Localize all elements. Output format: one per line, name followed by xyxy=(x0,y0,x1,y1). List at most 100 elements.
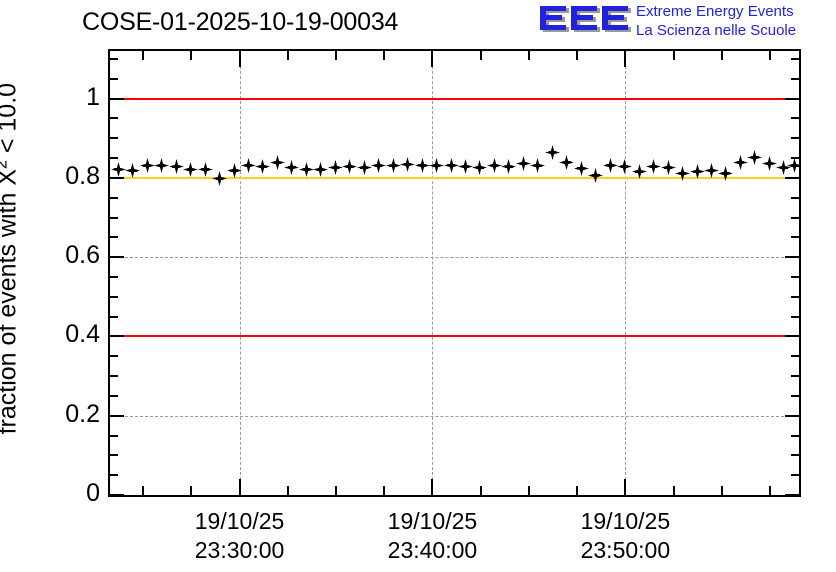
eee-logo-line2: La Scienza nelle Scuole xyxy=(636,22,797,39)
eee-logo-mark-icon xyxy=(538,4,632,38)
y-tick-minor xyxy=(791,77,799,80)
y-tick-minor xyxy=(791,315,799,318)
y-tick-label-2: 0.4 xyxy=(65,320,100,349)
y-tick-minor xyxy=(791,434,799,437)
data-point xyxy=(515,156,531,172)
data-point xyxy=(689,164,705,179)
x-tick-minor xyxy=(576,51,579,60)
x-tick-minor xyxy=(142,486,145,495)
y-tick-minor xyxy=(791,236,799,239)
data-point xyxy=(747,149,763,165)
x-tick-major xyxy=(624,51,627,67)
y-tick-minor xyxy=(791,157,799,160)
y-tick-minor xyxy=(110,355,118,358)
eee-logo-text: Extreme Energy Events La Scienza nelle S… xyxy=(636,2,836,40)
data-point xyxy=(588,167,604,183)
y-tick-minor xyxy=(110,434,118,437)
data-point xyxy=(486,158,502,174)
data-point xyxy=(443,157,459,173)
lower-red-limit xyxy=(110,335,799,338)
y-tick-label-1: 0.2 xyxy=(65,399,100,428)
data-point xyxy=(356,160,372,176)
y-tick-minor xyxy=(110,315,118,318)
gridline-horizontal-3 xyxy=(110,257,799,259)
y-tick-label-3: 0.6 xyxy=(65,241,100,270)
y-tick-minor xyxy=(791,474,799,477)
data-point xyxy=(371,158,387,174)
data-point xyxy=(284,159,300,175)
y-tick-major xyxy=(785,97,799,100)
x-tick-label-2-line-0: 19/10/25 xyxy=(580,508,671,534)
x-tick-minor xyxy=(720,51,723,60)
gridline-vertical-0 xyxy=(239,51,241,495)
data-point xyxy=(183,162,199,178)
x-tick-major xyxy=(431,479,434,495)
data-point xyxy=(197,161,213,177)
y-tick-minor xyxy=(110,474,118,477)
data-point xyxy=(110,161,126,177)
y-tick-major xyxy=(110,414,124,417)
y-tick-minor xyxy=(791,355,799,358)
data-point xyxy=(429,158,445,174)
y-tick-label-0: 0 xyxy=(86,479,100,507)
y-tick-minor xyxy=(110,236,118,239)
y-tick-minor xyxy=(791,275,799,278)
y-tick-minor xyxy=(791,117,799,120)
y-tick-minor xyxy=(110,275,118,278)
data-point xyxy=(718,165,734,181)
data-point xyxy=(544,144,560,160)
x-tick-label-2: 19/10/25 23:50:00 xyxy=(535,507,715,565)
data-point xyxy=(240,157,256,173)
x-tick-label-1: 19/10/25 23:40:00 xyxy=(342,507,522,565)
data-point xyxy=(313,162,329,178)
x-tick-minor xyxy=(190,486,193,495)
data-point xyxy=(501,159,517,175)
data-point xyxy=(675,165,691,181)
x-tick-major xyxy=(624,479,627,495)
y-tick-major xyxy=(785,335,799,338)
gridline-vertical-2 xyxy=(625,51,627,495)
data-point xyxy=(530,158,546,174)
x-tick-label-0-line-1: 23:30:00 xyxy=(194,537,285,563)
data-point xyxy=(226,163,242,179)
y-tick-label-5: 1 xyxy=(86,82,100,111)
y-tick-major xyxy=(110,256,124,259)
x-tick-minor xyxy=(479,51,482,60)
x-tick-major xyxy=(238,479,241,495)
data-point xyxy=(732,154,748,170)
data-point xyxy=(660,160,676,176)
data-point xyxy=(342,159,358,175)
y-tick-minor xyxy=(110,454,118,457)
data-point xyxy=(385,158,401,174)
y-axis-title: fraction of events with X2 < 10.0 xyxy=(0,0,23,572)
data-point xyxy=(400,156,416,172)
y-tick-minor xyxy=(110,375,118,378)
y-tick-minor xyxy=(791,57,799,60)
y-tick-minor xyxy=(791,375,799,378)
x-tick-minor xyxy=(672,51,675,60)
x-tick-major xyxy=(431,51,434,67)
x-tick-minor xyxy=(142,51,145,60)
eee-logo-line1: Extreme Energy Events xyxy=(636,3,794,20)
x-tick-minor xyxy=(190,51,193,60)
y-tick-major xyxy=(785,176,799,179)
x-tick-minor xyxy=(286,51,289,60)
data-point xyxy=(559,154,575,170)
y-axis-title-suffix: < 10.0 xyxy=(0,82,22,153)
x-tick-minor xyxy=(334,51,337,60)
data-point xyxy=(703,163,719,179)
y-tick-minor xyxy=(110,394,118,397)
y-axis-title-exponent: 2 xyxy=(0,160,10,169)
y-tick-minor xyxy=(791,216,799,219)
data-point xyxy=(472,160,488,176)
y-tick-minor xyxy=(110,295,118,298)
upper-red-limit xyxy=(110,97,799,100)
plot-area xyxy=(108,49,801,497)
data-point xyxy=(602,157,618,173)
y-tick-minor xyxy=(110,137,118,140)
x-tick-minor xyxy=(720,486,723,495)
data-point xyxy=(414,157,430,173)
eee-logo: Extreme Energy Events La Scienza nelle S… xyxy=(538,2,834,42)
y-tick-major xyxy=(110,494,124,495)
